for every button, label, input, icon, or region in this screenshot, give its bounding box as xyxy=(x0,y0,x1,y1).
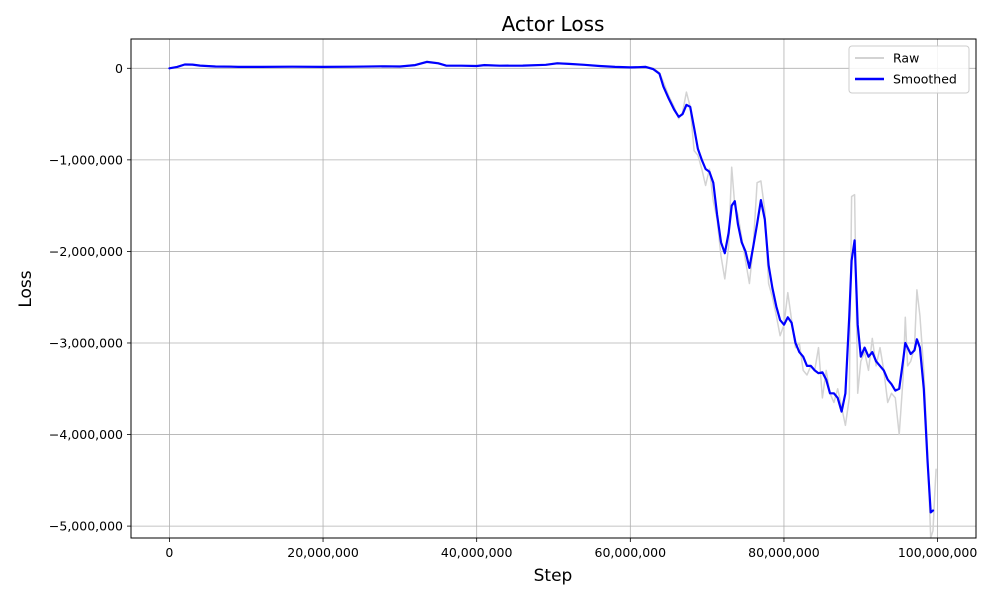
x-axis-title: Step xyxy=(534,566,573,586)
legend: Raw Smoothed xyxy=(848,45,970,94)
y-tick-label: −4,000,000 xyxy=(49,427,123,442)
y-tick-label: −5,000,000 xyxy=(49,519,123,534)
x-tick-label: 0 xyxy=(165,545,173,560)
grid-lines xyxy=(131,39,976,538)
x-tick-label: 80,000,000 xyxy=(748,545,820,560)
chart-title: Actor Loss xyxy=(502,12,605,36)
x-tick-label: 60,000,000 xyxy=(595,545,667,560)
y-tick-label: 0 xyxy=(115,61,123,76)
x-tick-label: 100,000,000 xyxy=(898,545,978,560)
series-line-smoothed xyxy=(168,60,935,514)
legend-label-smoothed: Smoothed xyxy=(893,72,957,87)
y-axis-title: Loss xyxy=(16,270,36,307)
x-tick-label: 20,000,000 xyxy=(287,545,359,560)
y-tick-label: −3,000,000 xyxy=(49,335,123,350)
legend-label-raw: Raw xyxy=(893,51,919,66)
y-tick-label: −2,000,000 xyxy=(49,244,123,259)
plot-frame xyxy=(130,38,977,539)
y-axis: 0 −1,000,000 −2,000,000 −3,000,000 −4,000,00… xyxy=(49,61,131,534)
x-tick-label: 40,000,000 xyxy=(441,545,513,560)
y-tick-label: −1,000,000 xyxy=(49,152,123,167)
series-layer xyxy=(168,60,937,539)
x-axis: 0 20,000,000 40,000,000 60,000,000 80,000,00… xyxy=(165,538,977,560)
